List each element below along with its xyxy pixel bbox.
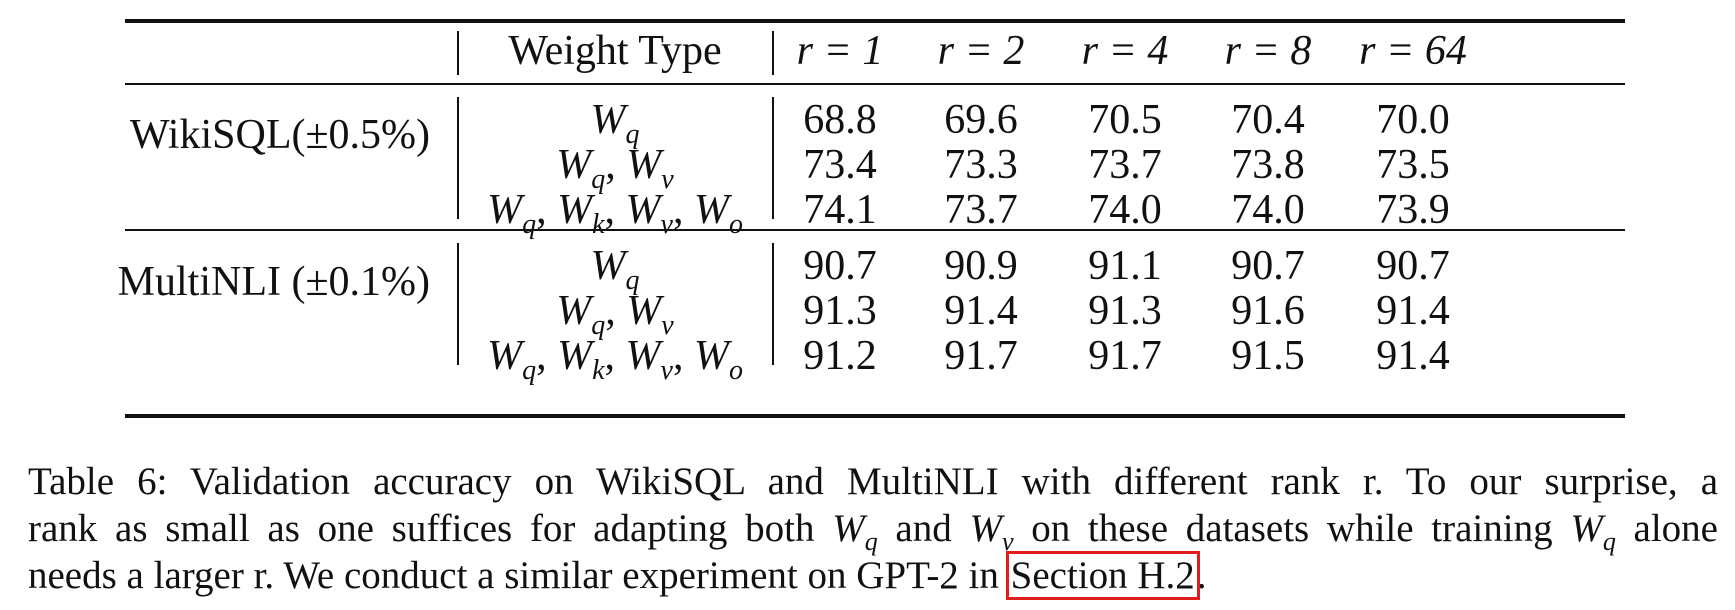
table-group-rule (125, 229, 1625, 231)
accuracy-cell: 74.0 (1088, 187, 1162, 233)
accuracy-cell: 91.2 (803, 333, 877, 379)
accuracy-cell: 90.9 (944, 243, 1018, 289)
accuracy-cell: 73.3 (944, 142, 1018, 188)
weight-type-cell: Wq, Wk, Wv, Wo (487, 333, 743, 386)
table-top-rule (125, 19, 1625, 23)
accuracy-cell: 70.0 (1376, 97, 1450, 143)
weight-type-cell: Wq, Wk, Wv, Wo (487, 187, 743, 240)
accuracy-cell: 73.7 (944, 187, 1018, 233)
accuracy-cell: 91.7 (1088, 333, 1162, 379)
weight-type-header: Weight Type (508, 28, 722, 74)
accuracy-cell: 91.1 (1088, 243, 1162, 289)
rank-header-5: r = 64 (1359, 28, 1467, 74)
rank-header-1: r = 1 (796, 28, 884, 74)
accuracy-cell: 73.4 (803, 142, 877, 188)
table-header-rule (125, 83, 1625, 85)
accuracy-cell: 91.4 (1376, 333, 1450, 379)
caption-line-2: rank as small as one suffices for adapti… (28, 507, 1718, 556)
rank-header-4: r = 8 (1224, 28, 1312, 74)
accuracy-cell: 90.7 (1376, 243, 1450, 289)
accuracy-cell: 70.5 (1088, 97, 1162, 143)
column-separator (457, 31, 459, 75)
accuracy-cell: 91.7 (944, 333, 1018, 379)
column-separator (772, 97, 774, 219)
caption-line-3: needs a larger r. We conduct a similar e… (28, 551, 1207, 600)
accuracy-cell: 74.1 (803, 187, 877, 233)
accuracy-cell: 91.6 (1231, 288, 1305, 334)
accuracy-cell: 90.7 (803, 243, 877, 289)
dataset-label: MultiNLI (±0.1%) (117, 259, 430, 305)
column-separator (772, 31, 774, 75)
accuracy-cell: 91.3 (1088, 288, 1162, 334)
accuracy-cell: 73.8 (1231, 142, 1305, 188)
table-bottom-rule (125, 414, 1625, 418)
accuracy-cell: 70.4 (1231, 97, 1305, 143)
accuracy-cell: 69.6 (944, 97, 1018, 143)
accuracy-cell: 68.8 (803, 97, 877, 143)
accuracy-cell: 91.5 (1231, 333, 1305, 379)
rank-header-3: r = 4 (1081, 28, 1169, 74)
accuracy-cell: 73.9 (1376, 187, 1450, 233)
column-separator (457, 243, 459, 365)
caption-line-1: Table 6: Validation accuracy on WikiSQL … (28, 460, 1718, 503)
accuracy-cell: 91.4 (1376, 288, 1450, 334)
column-separator (772, 243, 774, 365)
table-caption: Table 6: Validation accuracy on WikiSQL … (28, 458, 1718, 600)
accuracy-cell: 74.0 (1231, 187, 1305, 233)
weight-type-cell: Wq (590, 97, 640, 150)
accuracy-cell: 91.4 (944, 288, 1018, 334)
accuracy-cell: 73.5 (1376, 142, 1450, 188)
section-h2-link[interactable]: Section H.2 (1005, 551, 1200, 600)
accuracy-cell: 91.3 (803, 288, 877, 334)
column-separator (457, 97, 459, 219)
accuracy-cell: 73.7 (1088, 142, 1162, 188)
weight-type-cell: Wq, Wv (556, 288, 674, 341)
weight-type-cell: Wq (590, 243, 640, 296)
weight-type-cell: Wq, Wv (556, 142, 674, 195)
accuracy-cell: 90.7 (1231, 243, 1305, 289)
rank-header-2: r = 2 (937, 28, 1025, 74)
dataset-label: WikiSQL(±0.5%) (129, 112, 430, 158)
